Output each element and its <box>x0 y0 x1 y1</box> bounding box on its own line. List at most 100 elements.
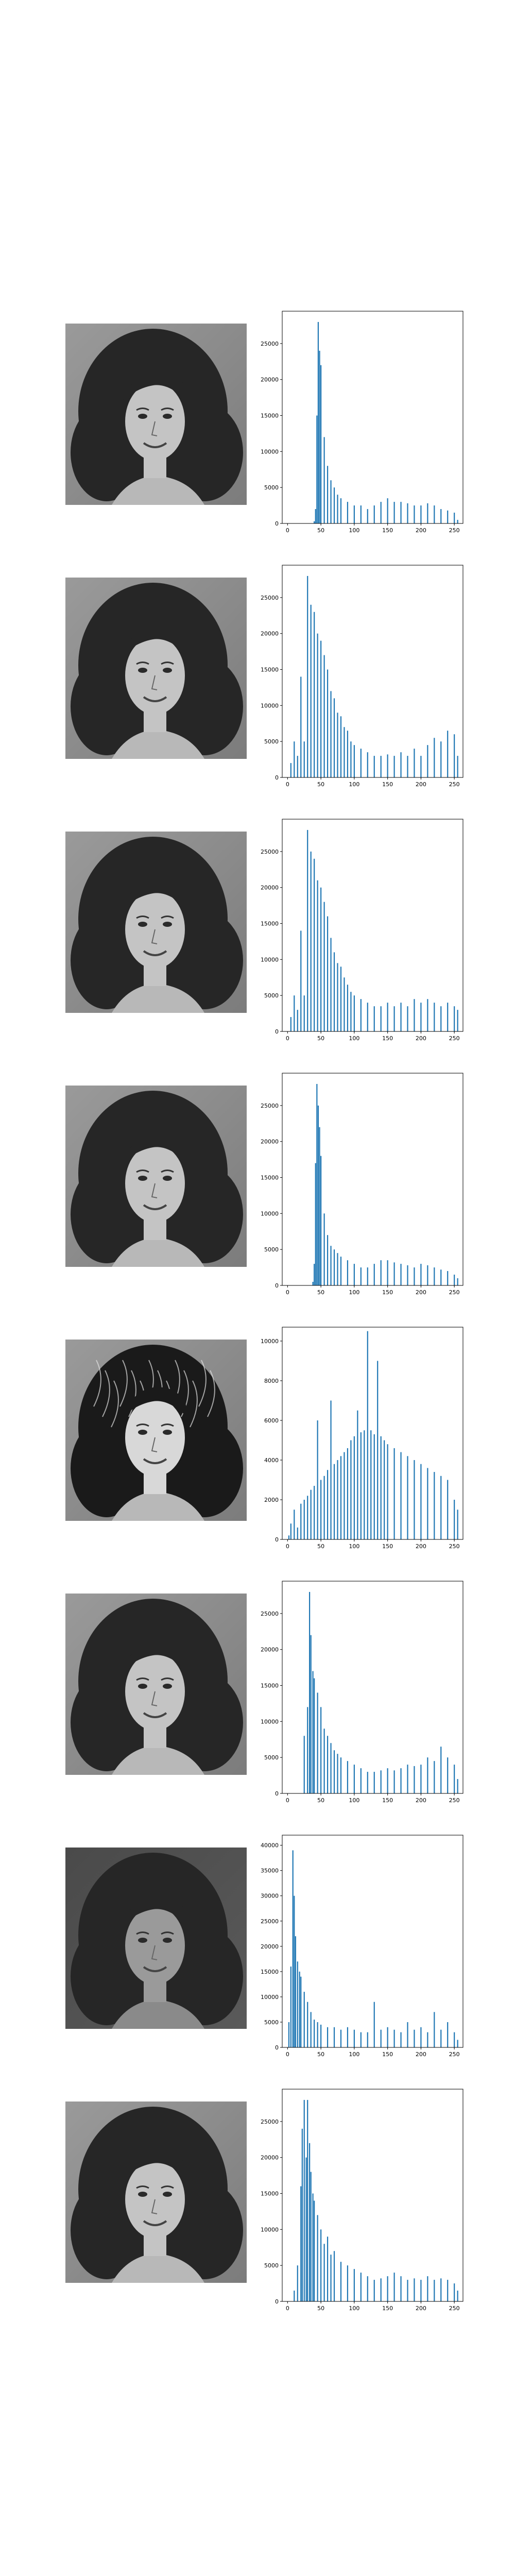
histogram-bars <box>288 1850 458 2047</box>
histogram-bar <box>312 1282 314 1285</box>
x-tick-label: 50 <box>317 1543 324 1550</box>
histogram-bar <box>327 1470 329 1539</box>
histogram-bar <box>373 1772 375 1793</box>
histogram-bar <box>420 1464 422 1539</box>
histogram-bar <box>447 1480 449 1539</box>
histogram-bar <box>314 1264 315 1285</box>
histogram-bar <box>300 676 302 777</box>
histogram-bar <box>320 1480 322 1539</box>
histogram-bar <box>347 1761 349 1793</box>
histogram-bar <box>447 731 449 777</box>
histogram-bar <box>323 1476 325 1539</box>
histogram-bars <box>290 829 458 1031</box>
histogram-bar <box>297 1961 298 2047</box>
histogram-bar <box>440 2029 442 2047</box>
y-tick-label: 25000 <box>261 1918 279 1925</box>
histogram-bar <box>360 1432 362 1539</box>
y-tick-label: 10000 <box>261 1994 279 2001</box>
y-tick-label: 20000 <box>261 1943 279 1950</box>
x-tick-label: 150 <box>382 1797 393 1804</box>
histogram-bar <box>400 752 402 777</box>
histogram-bar <box>294 1510 295 1539</box>
y-tick-label: 20000 <box>261 631 279 637</box>
histogram-bar <box>393 1006 395 1031</box>
x-tick-label: 200 <box>416 2305 426 2312</box>
histogram-bar <box>414 999 415 1031</box>
histogram-bar <box>319 350 320 523</box>
histogram-bars <box>290 575 458 777</box>
histogram-bar <box>347 1260 349 1285</box>
y-tick-label: 10000 <box>261 1338 279 1345</box>
histogram-bar <box>360 2273 362 2301</box>
histogram-bar <box>347 1448 349 1539</box>
histogram-bar <box>327 466 329 523</box>
histogram-bar <box>393 1448 395 1539</box>
y-tick-label: 10000 <box>261 448 279 455</box>
histogram-bar <box>434 2280 435 2301</box>
histogram-bar <box>400 2032 402 2047</box>
axes-frame <box>282 311 464 524</box>
histogram-bar <box>447 2022 449 2047</box>
y-tick-label: 0 <box>275 2044 279 2051</box>
y-tick-label: 0 <box>275 2298 279 2305</box>
portrait-photo <box>65 832 247 1013</box>
histogram-bar <box>407 1006 408 1031</box>
histogram-bar <box>367 752 368 777</box>
histogram-bar <box>407 1265 408 1285</box>
portrait-photo <box>65 1594 247 1775</box>
y-tick-label: 30000 <box>261 1893 279 1900</box>
histogram-bar <box>393 2273 395 2301</box>
shirt-shape <box>112 1745 204 1775</box>
x-tick-label: 150 <box>382 1543 393 1550</box>
y-tick-label: 25000 <box>261 2119 279 2125</box>
y-tick-label: 40000 <box>261 1842 279 1849</box>
histogram-bar <box>407 1765 408 1793</box>
histogram-bar <box>307 1707 308 1793</box>
histogram-chart: 0 50 100 150 200 250 0 2000 4000 6000 8000 10000 <box>261 1327 464 1550</box>
histogram-bar <box>290 1017 291 1031</box>
histogram-bar <box>360 749 362 777</box>
histogram-bar <box>288 1535 290 1539</box>
histogram-bar <box>454 734 455 777</box>
histogram-bar <box>454 2283 455 2301</box>
x-tick-label: 50 <box>317 781 324 788</box>
histogram-bar <box>414 505 415 523</box>
histogram-bar <box>373 2280 375 2301</box>
histogram-bar <box>380 1006 382 1031</box>
histogram-bar <box>360 1267 362 1285</box>
histogram-bar <box>393 1262 395 1285</box>
histogram-bar <box>317 2022 318 2047</box>
y-tick-label: 15000 <box>261 2191 279 2197</box>
histogram-bar <box>323 902 325 1031</box>
histogram-bar <box>400 1264 402 1285</box>
x-tick-label: 0 <box>286 2051 289 2058</box>
x-tick-label: 250 <box>449 1797 460 1804</box>
histogram-bar <box>387 1003 388 1031</box>
x-tick-label: 250 <box>449 2305 460 2312</box>
histogram-bar <box>327 669 329 777</box>
histogram-bar <box>303 1992 305 2047</box>
y-tick-label: 5000 <box>264 2262 279 2269</box>
histogram-bar <box>420 1765 422 1793</box>
histogram-bar <box>380 1260 382 1285</box>
histogram-bar <box>305 2157 307 2301</box>
histogram-bar <box>347 731 349 777</box>
histogram-chart: 0 50 100 150 200 250 0 5000 10000 15000 20000 25000 <box>261 311 464 534</box>
histogram-bar <box>297 2265 298 2301</box>
histogram-bar <box>387 2276 388 2301</box>
histogram-bar <box>427 1265 428 1285</box>
histogram-bar <box>447 510 449 523</box>
histogram-bar <box>427 745 428 777</box>
histogram-bar <box>317 321 319 523</box>
histogram-bar <box>360 1768 362 1793</box>
histogram-bar <box>440 1269 442 1285</box>
y-tick-label: 5000 <box>264 1754 279 1761</box>
histogram-bar <box>317 633 318 777</box>
histogram-bar <box>294 1895 295 2047</box>
histogram-bar <box>440 2278 442 2301</box>
histogram-chart: 0 50 100 150 200 250 0 5000 10000 15000 20000 25000 <box>261 2089 464 2312</box>
histogram-bar <box>309 1591 311 1793</box>
y-tick-label: 15000 <box>261 667 279 673</box>
portrait-photo <box>65 578 247 759</box>
x-tick-label: 100 <box>349 1543 359 1550</box>
